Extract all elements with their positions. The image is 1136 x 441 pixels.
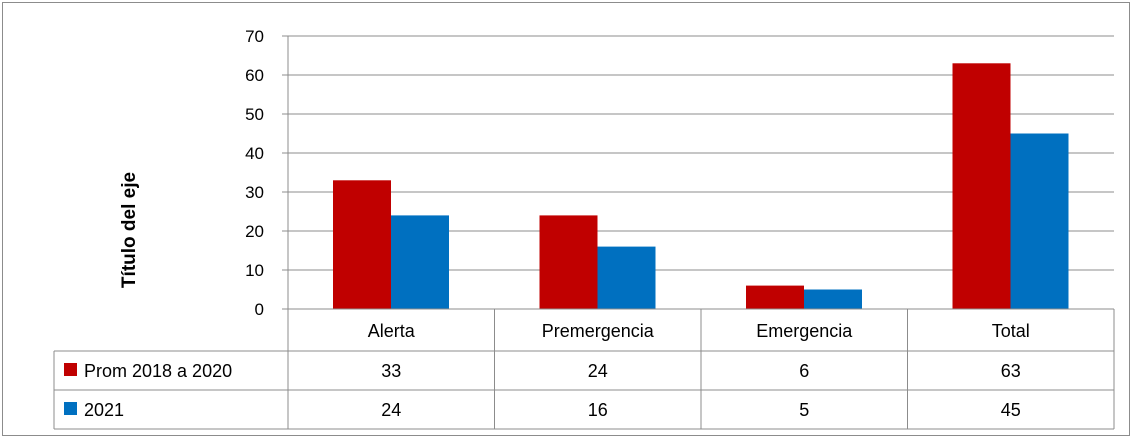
category-label: Emergencia — [756, 321, 853, 341]
y-tick-label: 30 — [245, 183, 264, 202]
bar-emergencia-series-1 — [746, 285, 804, 309]
bar-alerta-series-2 — [391, 215, 449, 309]
y-tick-label: 0 — [255, 300, 264, 319]
data-table: Alerta Premergencia Emergencia Total Prom 20… — [53, 308, 1115, 430]
bar-total-series-1 — [952, 63, 1011, 309]
y-tick-label: 20 — [245, 222, 264, 241]
table-cell-value: 24 — [381, 400, 401, 420]
table-cell-value: 6 — [799, 361, 809, 381]
y-tick-label: 10 — [245, 261, 264, 280]
y-tick-label: 70 — [245, 27, 264, 46]
y-tick-label: 60 — [245, 66, 264, 85]
category-label: Total — [992, 321, 1030, 341]
table-cell-value: 45 — [1001, 400, 1021, 420]
y-axis-title: Título del eje — [119, 172, 140, 288]
bar-premergencia-series-1 — [539, 215, 598, 309]
table-cell-value: 33 — [381, 361, 401, 381]
legend-key-series-2 — [64, 402, 77, 415]
bar-alerta-series-1 — [333, 180, 391, 309]
bar-premergencia-series-2 — [597, 246, 656, 309]
category-label: Alerta — [368, 321, 416, 341]
bars — [333, 63, 1069, 309]
table-cell-value: 24 — [588, 361, 608, 381]
category-label: Premergencia — [542, 321, 655, 341]
legend-label-series-2: 2021 — [84, 400, 124, 420]
y-tick-label: 50 — [245, 105, 264, 124]
table-cell-value: 16 — [588, 400, 608, 420]
bar-total-series-2 — [1010, 133, 1069, 309]
y-tick-label: 40 — [245, 144, 264, 163]
legend-label-series-1: Prom 2018 a 2020 — [84, 361, 232, 381]
table-cell-value: 63 — [1001, 361, 1021, 381]
table-cell-value: 5 — [799, 400, 809, 420]
bar-emergencia-series-2 — [804, 289, 862, 309]
legend-key-series-1 — [64, 363, 77, 376]
y-tick-labels: 0 10 20 30 40 50 60 70 — [245, 27, 264, 319]
